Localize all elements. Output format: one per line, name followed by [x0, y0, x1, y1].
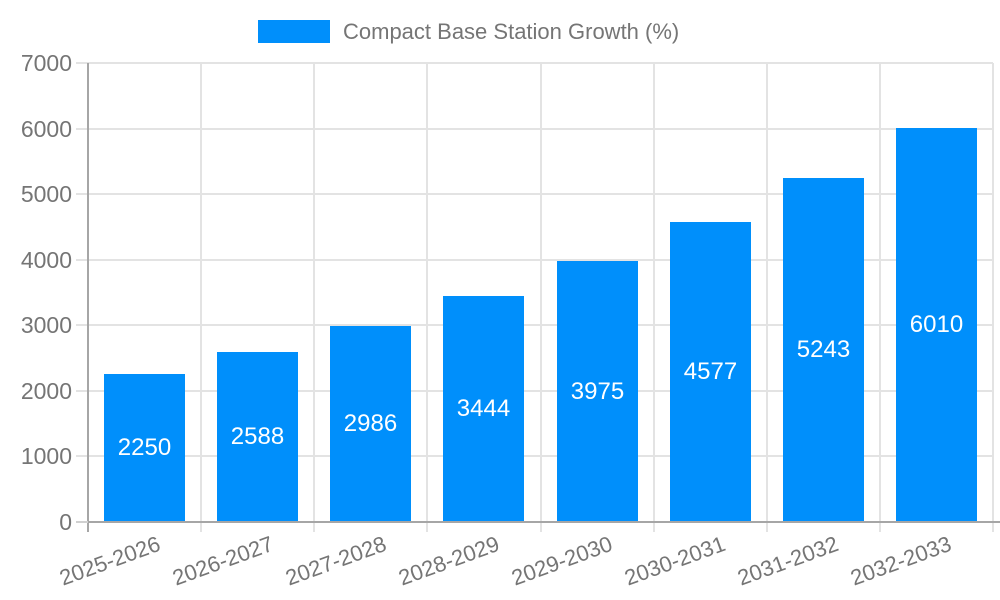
y-tick-0: [76, 521, 88, 523]
gridline-v-7: [878, 63, 881, 532]
y-axis-label-0: 0: [59, 509, 72, 535]
bar-2029-2030[interactable]: 3975: [557, 261, 638, 522]
gridline-v-3: [426, 63, 429, 532]
y-axis-label-4000: 4000: [20, 246, 72, 273]
gridline-v-1: [200, 63, 203, 532]
bar-2032-2033[interactable]: 6010: [896, 128, 977, 522]
y-axis-label-3000: 3000: [20, 312, 72, 339]
gridline-v-5: [652, 63, 655, 532]
bar-2025-2026[interactable]: 2250: [104, 374, 185, 522]
bar-value-label: 5243: [796, 336, 851, 363]
bar-value-label: 4577: [683, 358, 738, 385]
bar-2028-2029[interactable]: 3444: [443, 296, 524, 522]
gridline-v-8: [992, 63, 994, 532]
legend-swatch: [258, 20, 330, 43]
gridline-v-4: [539, 63, 542, 532]
y-axis-label-5000: 5000: [20, 181, 72, 208]
bar-value-label: 3975: [570, 377, 625, 405]
y-axis-label-6000: 6000: [20, 115, 72, 142]
y-axis-label-1000: 1000: [20, 443, 72, 470]
bar-value-label: 2250: [117, 434, 172, 461]
legend-item[interactable]: Compact Base Station Growth (%): [258, 19, 679, 44]
y-axis-label-2000: 2000: [20, 377, 72, 404]
bar-value-label: 2588: [230, 423, 285, 450]
bar-2027-2028[interactable]: 2986: [330, 326, 411, 522]
bar-2030-2031[interactable]: 4577: [670, 222, 751, 522]
bar-2026-2027[interactable]: 2588: [217, 352, 298, 522]
gridline-v-2: [313, 63, 316, 532]
bar-2031-2032[interactable]: 5243: [783, 178, 864, 522]
gridline-v-6: [765, 63, 768, 532]
y-axis-label-7000: 7000: [20, 50, 72, 76]
bar-value-label: 3444: [456, 395, 511, 422]
gridline-h-7000: [76, 62, 993, 64]
gridline-h-6000: [76, 127, 993, 130]
bar-value-label: 2986: [343, 410, 398, 437]
y-axis-line: [87, 63, 89, 532]
legend-label: Compact Base Station Growth (%): [343, 19, 680, 44]
plot-area: 0 1000 2000 3000 4000 5000 6000 7000 2250 2025-20…: [21, 50, 1000, 590]
bar-value-label: 6010: [909, 311, 964, 338]
